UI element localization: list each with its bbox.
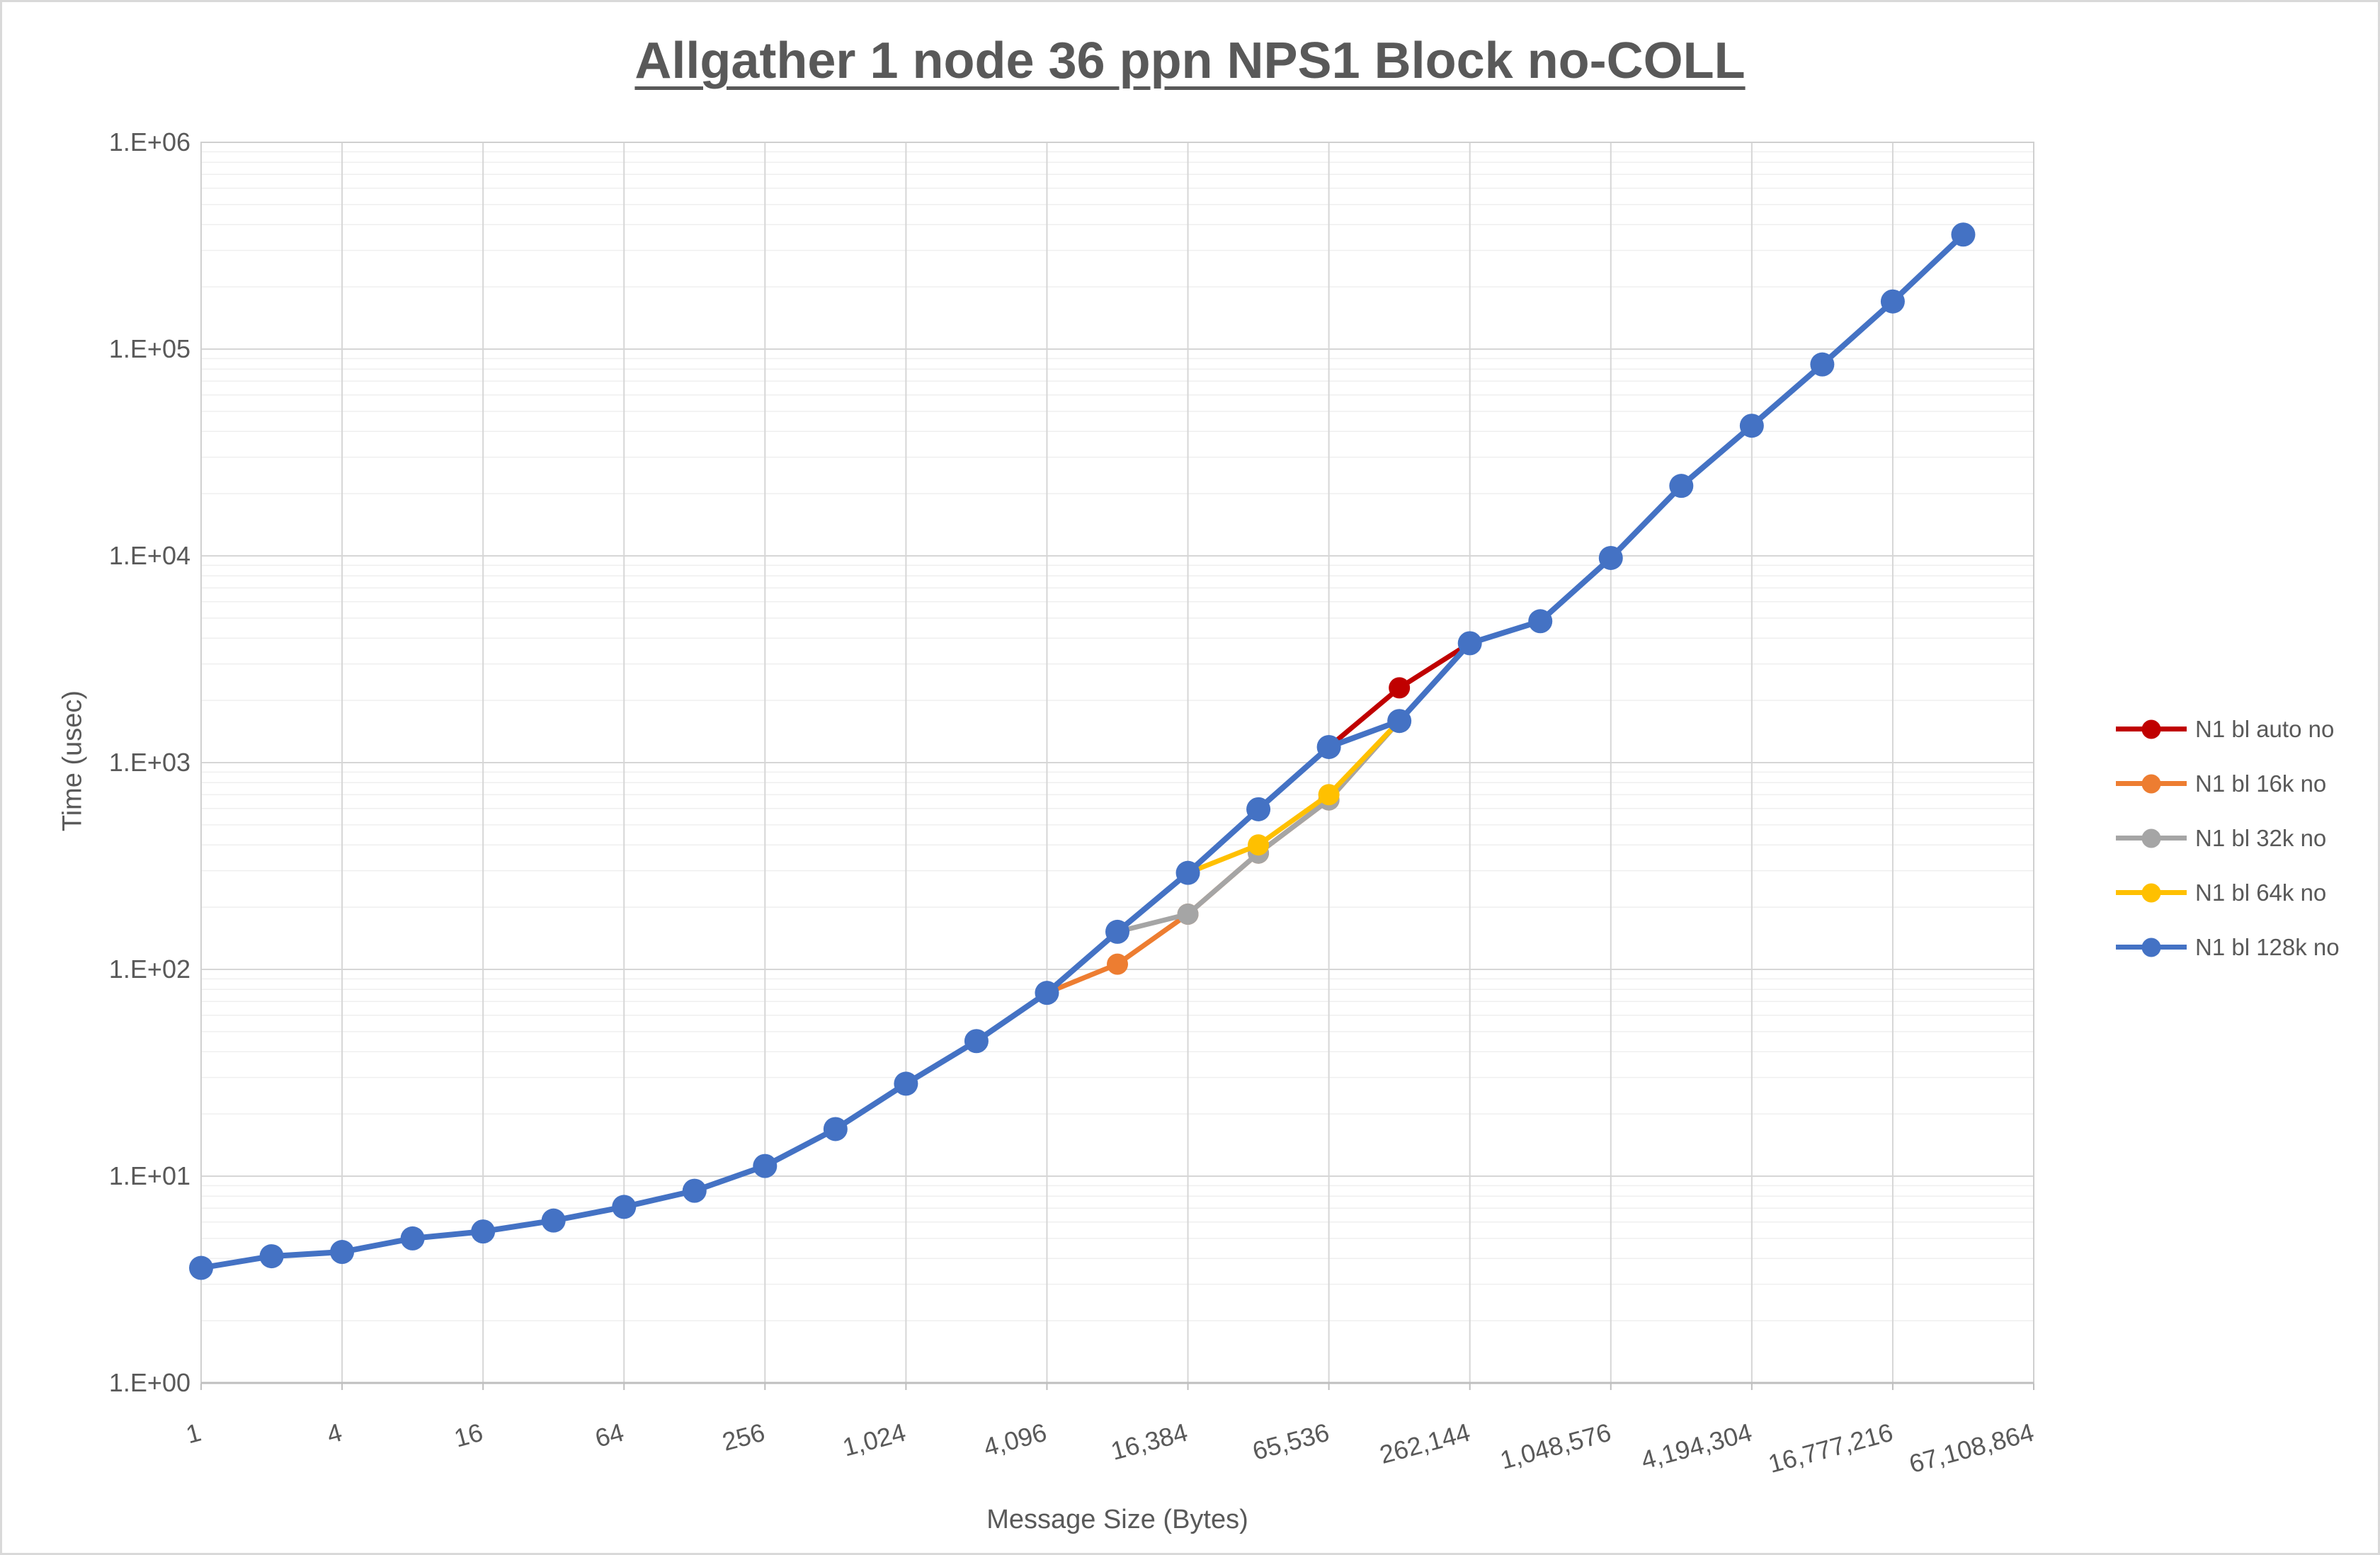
- y-tick-label: 1.E+04: [108, 541, 190, 570]
- y-axis-title: Time (usec): [57, 690, 88, 832]
- series-line-n1-bl-128k-no: [198, 232, 1966, 1271]
- legend-swatch-marker: [2141, 774, 2161, 793]
- series-marker-n1-bl-128k-no: [471, 1219, 496, 1244]
- series-marker-n1-bl-128k-no: [1598, 545, 1623, 570]
- legend-label: N1 bl 16k no: [2195, 770, 2327, 797]
- series-marker-n1-bl-128k-no: [1387, 709, 1412, 734]
- legend-swatch-marker: [2141, 828, 2161, 848]
- series-marker-n1-bl-auto-no: [1389, 677, 1411, 699]
- series-marker-n1-bl-128k-no: [1175, 860, 1200, 885]
- series-marker-n1-bl-128k-no: [1880, 289, 1905, 314]
- y-tick-label: 1.E+00: [108, 1368, 190, 1397]
- legend-swatch-line: [2116, 774, 2187, 793]
- legend-swatch-marker: [2141, 938, 2161, 957]
- y-tick-label: 1.E+06: [108, 127, 190, 156]
- series-marker-n1-bl-128k-no: [1105, 919, 1129, 944]
- series-marker-n1-bl-128k-no: [1739, 414, 1764, 438]
- series-line-n1-bl-auto-no: [198, 232, 1966, 1271]
- series-marker-n1-bl-128k-no: [1316, 734, 1341, 759]
- series-marker-n1-bl-128k-no: [259, 1244, 284, 1269]
- legend-item-n1-bl-128k-no: N1 bl 128k no: [2116, 920, 2340, 974]
- series-marker-n1-bl-128k-no: [612, 1195, 637, 1219]
- legend-swatch-line: [2116, 883, 2187, 902]
- series-line-n1-bl-16k-no: [198, 232, 1966, 1271]
- series-marker-n1-bl-128k-no: [964, 1029, 989, 1054]
- series-marker-n1-bl-128k-no: [682, 1178, 707, 1203]
- series-marker-n1-bl-128k-no: [400, 1226, 425, 1251]
- y-tick-label: 1.E+03: [108, 748, 190, 777]
- legend-swatch-line: [2116, 719, 2187, 739]
- chart-title: Allgather 1 node 36 ppn NPS1 Block no-CO…: [634, 33, 1746, 89]
- legend-swatch-marker: [2141, 719, 2161, 739]
- legend-swatch-line: [2116, 938, 2187, 957]
- legend: N1 bl auto no N1 bl 16k no N1 bl 32k no N1 …: [2116, 702, 2340, 974]
- series-marker-n1-bl-128k-no: [753, 1154, 778, 1178]
- series-marker-n1-bl-128k-no: [1246, 797, 1271, 821]
- series-marker-n1-bl-128k-no: [1528, 609, 1553, 634]
- legend-label: N1 bl 64k no: [2195, 879, 2327, 906]
- series-marker-n1-bl-128k-no: [1810, 352, 1835, 377]
- series-line-n1-bl-64k-no: [198, 232, 1966, 1271]
- legend-label: N1 bl 32k no: [2195, 824, 2327, 851]
- legend-item-n1-bl-16k-no: N1 bl 16k no: [2116, 756, 2340, 811]
- y-tick-label: 1.E+01: [108, 1161, 190, 1190]
- series-marker-n1-bl-128k-no: [823, 1117, 848, 1141]
- series-marker-n1-bl-128k-no: [1457, 631, 1482, 656]
- y-tick-label: 1.E+02: [108, 955, 190, 984]
- series-line-n1-bl-32k-no: [198, 232, 1966, 1271]
- x-axis-title: Message Size (Bytes): [986, 1505, 1248, 1534]
- legend-item-n1-bl-auto-no: N1 bl auto no: [2116, 702, 2340, 756]
- series-marker-n1-bl-128k-no: [894, 1071, 918, 1096]
- legend-item-n1-bl-32k-no: N1 bl 32k no: [2116, 811, 2340, 865]
- series-marker-n1-bl-128k-no: [189, 1255, 213, 1280]
- legend-item-n1-bl-64k-no: N1 bl 64k no: [2116, 865, 2340, 920]
- series-marker-n1-bl-64k-no: [1248, 834, 1270, 856]
- series-marker-n1-bl-16k-no: [1107, 953, 1128, 975]
- series-marker-n1-bl-128k-no: [1669, 474, 1694, 499]
- series-marker-n1-bl-128k-no: [1035, 981, 1059, 1006]
- series-marker-n1-bl-32k-no: [1177, 903, 1199, 925]
- legend-label: N1 bl auto no: [2195, 715, 2335, 742]
- series-marker-n1-bl-64k-no: [1318, 784, 1340, 806]
- series-marker-n1-bl-128k-no: [330, 1240, 355, 1265]
- legend-label: N1 bl 128k no: [2195, 933, 2340, 960]
- series-marker-n1-bl-128k-no: [541, 1208, 566, 1233]
- legend-swatch-line: [2116, 828, 2187, 848]
- series-marker-n1-bl-128k-no: [1951, 222, 1976, 247]
- y-tick-label: 1.E+05: [108, 334, 190, 363]
- legend-swatch-marker: [2141, 883, 2161, 902]
